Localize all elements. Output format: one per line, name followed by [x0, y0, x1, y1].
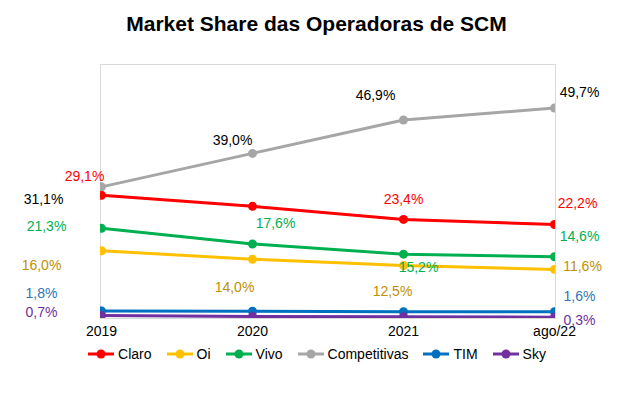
svg-text:ago/22: ago/22	[533, 323, 576, 340]
svg-text:11,6%: 11,6%	[563, 258, 602, 274]
svg-text:23,4%: 23,4%	[384, 191, 424, 207]
svg-text:17,6%: 17,6%	[256, 215, 296, 231]
svg-text:16,0%: 16,0%	[22, 257, 62, 273]
svg-text:0,7%: 0,7%	[26, 304, 58, 320]
svg-text:14,6%: 14,6%	[560, 228, 600, 244]
html-text:Market Share das Operadoras de: Market Share das Operadoras de SCM	[126, 12, 507, 35]
svg-text:2020: 2020	[237, 323, 268, 339]
svg-text:29,1%: 29,1%	[65, 168, 105, 184]
svg-text:31,1%: 31,1%	[24, 191, 64, 207]
svg-text:39,0%: 39,0%	[213, 132, 253, 148]
svg-text:0,3%: 0,3%	[564, 312, 596, 328]
svg-text:14,0%: 14,0%	[215, 279, 255, 295]
svg-text:1,6%: 1,6%	[564, 288, 596, 304]
html-text:Oi: Oi	[196, 346, 211, 362]
html-text:TIM: TIM	[453, 346, 478, 362]
html-text:Vivo: Vivo	[255, 346, 283, 362]
svg-text:15,2%: 15,2%	[399, 259, 439, 275]
svg-text:1,8%: 1,8%	[26, 285, 58, 301]
svg-text:21,3%: 21,3%	[27, 218, 67, 234]
svg-text:49,7%: 49,7%	[560, 84, 600, 100]
svg-text:46,9%: 46,9%	[356, 87, 396, 103]
svg-text:22,2%: 22,2%	[558, 195, 598, 211]
html-text:Claro: Claro	[118, 346, 152, 362]
html-text:Sky: Sky	[522, 346, 546, 362]
svg-text:2021: 2021	[388, 323, 419, 339]
svg-text:2019: 2019	[86, 323, 117, 339]
html-text:Competitivas: Competitivas	[327, 346, 409, 362]
svg-text:12,5%: 12,5%	[373, 283, 413, 299]
